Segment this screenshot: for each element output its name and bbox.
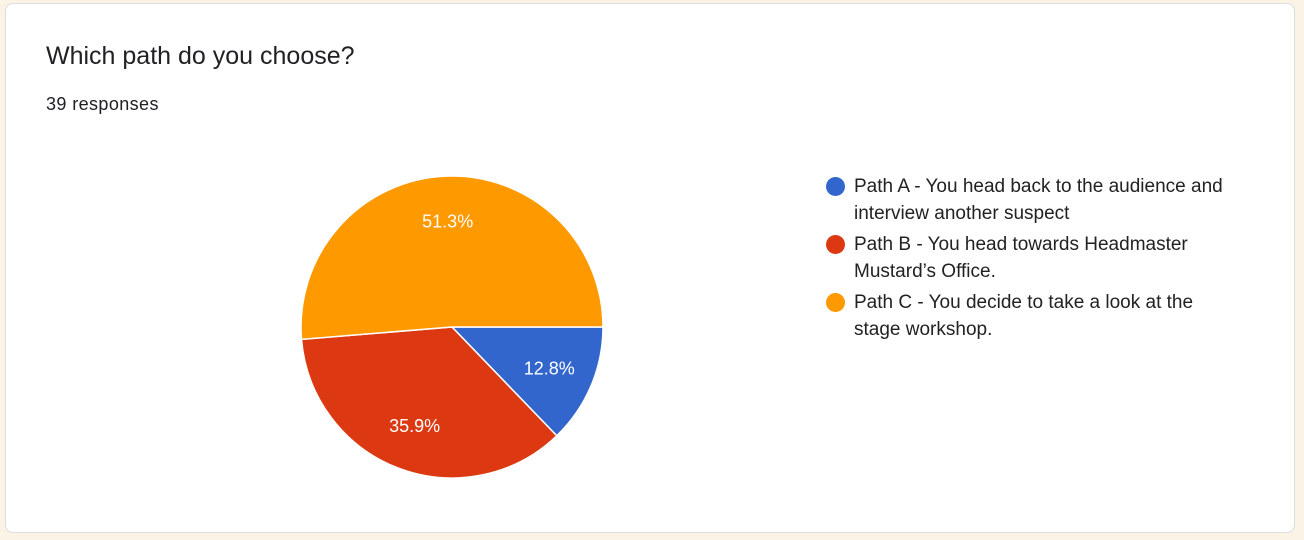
pie-slice-labels: 12.8% 35.9% 51.3% xyxy=(389,211,575,435)
pie-slice-b[interactable] xyxy=(300,326,558,479)
legend-swatch-icon xyxy=(826,177,845,196)
pie-chart: 12.8% 35.9% 51.3% xyxy=(300,175,604,479)
legend-item[interactable]: Path C - You decide to take a look at th… xyxy=(824,290,1244,343)
pie-slice-label: 35.9% xyxy=(389,416,440,436)
chart-card: Which path do you choose? 39 responses 1… xyxy=(5,3,1295,533)
legend-swatch-icon xyxy=(826,235,845,254)
legend-swatch-icon xyxy=(826,293,845,312)
chart-legend: Path A - You head back to the audience a… xyxy=(824,174,1244,348)
pie-slice-c[interactable] xyxy=(300,175,604,341)
pie-slice-label: 51.3% xyxy=(422,211,473,231)
pie-slice-label: 12.8% xyxy=(524,358,575,378)
response-count: 39 responses xyxy=(46,94,159,114)
legend-item[interactable]: Path A - You head back to the audience a… xyxy=(824,174,1244,227)
legend-label: Path B - You head towards Headmaster Mus… xyxy=(854,234,1188,282)
legend-item[interactable]: Path B - You head towards Headmaster Mus… xyxy=(824,232,1244,285)
question-title: Which path do you choose? xyxy=(46,42,355,70)
pie-slice-a[interactable] xyxy=(450,326,604,437)
legend-label: Path C - You decide to take a look at th… xyxy=(854,292,1194,340)
legend-label: Path A - You head back to the audience a… xyxy=(854,176,1223,224)
pie-slices xyxy=(300,175,604,479)
